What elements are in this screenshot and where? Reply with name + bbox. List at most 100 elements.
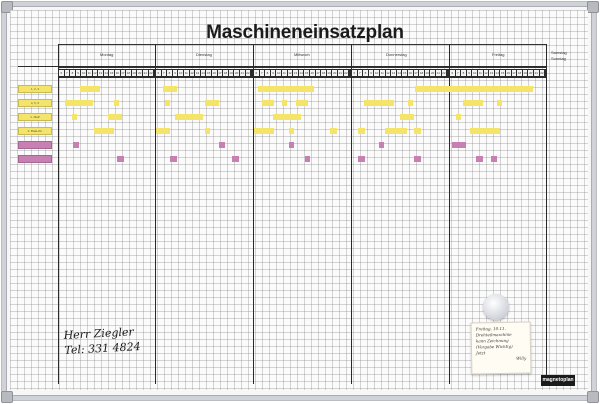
handwritten-contact: Herr Ziegler Tel: 331 4824 — [63, 324, 141, 358]
magnet-strip-yellow[interactable] — [385, 128, 407, 134]
magnet-strip-yellow[interactable] — [470, 128, 500, 134]
magnet-strip-yellow[interactable] — [175, 114, 203, 120]
hour-cell: 6 — [352, 70, 357, 76]
magnet-strip-yellow[interactable] — [163, 86, 177, 92]
day-header-band — [58, 44, 546, 68]
hour-cell: 22 — [343, 70, 349, 76]
magnet-strip-pink[interactable] — [305, 156, 310, 162]
board-title: Maschineneinsatzplan — [206, 22, 404, 43]
magnet-strip-yellow[interactable] — [258, 86, 314, 92]
left-rule — [58, 44, 59, 384]
hour-cell: 10 — [374, 70, 379, 76]
machine-label[interactable]: 4, 5, 6 — [18, 99, 52, 107]
machine-label[interactable]: 1, 2, 3 — [18, 85, 52, 93]
hour-cell: 15 — [206, 70, 211, 76]
magnet-strip-pink[interactable] — [358, 156, 365, 162]
magnet-strip-yellow[interactable] — [114, 100, 119, 106]
magnet-strip-yellow[interactable] — [358, 128, 365, 134]
machine-label[interactable]: 2. Brak-Z4. — [18, 127, 52, 135]
hour-cell: 21 — [338, 70, 343, 76]
magnet-strip-yellow[interactable] — [463, 100, 483, 106]
magnet-strip-pink[interactable] — [289, 142, 294, 148]
hour-cell: 11 — [380, 70, 385, 76]
day-label-wednesday: Mittwoch — [294, 52, 310, 57]
magnet-strip-yellow[interactable] — [205, 100, 219, 106]
hour-cell: 12 — [189, 70, 195, 76]
magnet-strip-yellow[interactable] — [156, 128, 170, 134]
hour-cell: 14 — [494, 70, 500, 76]
magnet-strip-yellow[interactable] — [65, 100, 93, 106]
hour-cell: 12 — [483, 70, 489, 76]
hour-cell: 18 — [223, 70, 228, 76]
day-divider — [253, 44, 254, 384]
magnet-strip-yellow[interactable] — [400, 114, 414, 120]
magnet-strip-yellow[interactable] — [296, 100, 308, 106]
hour-cell: 9 — [75, 70, 81, 76]
magnet-strip-yellow[interactable] — [165, 100, 170, 106]
magnet-strip-yellow[interactable] — [456, 114, 461, 120]
day-divider — [351, 44, 352, 384]
pinned-note-card[interactable]: Freitag, 10.11. Drehteilmaschine kann Ze… — [470, 321, 532, 375]
day-divider — [449, 44, 450, 384]
magnet-strip-yellow[interactable] — [254, 128, 274, 134]
hour-cell: 10 — [472, 70, 477, 76]
hour-cell: 13 — [195, 70, 200, 76]
hour-cell: 20 — [332, 70, 337, 76]
hour-cell: 12 — [92, 70, 98, 76]
hour-cell: 17 — [217, 70, 223, 76]
magnet-strip-pink[interactable] — [476, 156, 483, 162]
hour-cell: 7 — [64, 70, 70, 76]
magnet-strip-yellow[interactable] — [364, 100, 394, 106]
magnet-strip-pink[interactable] — [379, 142, 384, 148]
magnet-strip-yellow[interactable] — [497, 100, 502, 106]
hour-cell: 22 — [539, 70, 545, 76]
hour-cell: 16 — [115, 70, 120, 76]
hour-cell: 17 — [413, 70, 419, 76]
hour-cell: 12 — [287, 70, 293, 76]
hour-cell: 16 — [212, 70, 217, 76]
hour-cell: 7 — [161, 70, 167, 76]
magnet-strip-yellow[interactable] — [414, 128, 421, 134]
hour-cell: 15 — [304, 70, 309, 76]
hour-cell: 13 — [391, 70, 396, 76]
machine-label[interactable] — [18, 141, 52, 149]
magnet-strip-yellow[interactable] — [289, 128, 294, 134]
magnet-strip-pink[interactable] — [170, 156, 177, 162]
hour-cell: 21 — [436, 70, 441, 76]
magnet-strip-yellow[interactable] — [330, 128, 337, 134]
machine-label[interactable] — [18, 155, 52, 163]
frame-corner-bottom-left — [1, 391, 13, 403]
hour-cell: 11 — [478, 70, 483, 76]
magnet-strip-yellow[interactable] — [80, 86, 100, 92]
machine-label[interactable]: 1. MaP — [18, 113, 52, 121]
hour-cell: 12 — [385, 70, 391, 76]
brand-logo: magnetoplan — [541, 375, 575, 386]
magnet-strip-pink[interactable] — [414, 156, 421, 162]
hour-cell: 22 — [441, 70, 447, 76]
hour-cell: 11 — [184, 70, 189, 76]
magnet-strip-pink[interactable] — [491, 156, 497, 162]
magnet-strip-yellow[interactable] — [262, 100, 274, 106]
round-magnet[interactable] — [483, 294, 509, 320]
magnet-strip-pink[interactable] — [452, 142, 466, 148]
magnet-strip-yellow[interactable] — [282, 100, 287, 106]
magnet-strip-pink[interactable] — [219, 142, 225, 148]
magnet-strip-pink[interactable] — [117, 156, 124, 162]
hour-cell: 13 — [293, 70, 298, 76]
magnet-strip-yellow[interactable] — [72, 114, 77, 120]
magnet-strip-yellow[interactable] — [415, 86, 533, 92]
magnet-strip-pink[interactable] — [232, 156, 239, 162]
magnet-strip-yellow[interactable] — [205, 128, 210, 134]
hour-cell: 16 — [408, 70, 413, 76]
hour-cell: 8 — [265, 70, 270, 76]
magnet-strip-yellow[interactable] — [108, 114, 122, 120]
magnet-strip-yellow[interactable] — [94, 128, 114, 134]
magnet-strip-yellow[interactable] — [408, 100, 413, 106]
hour-cell: 6 — [156, 70, 161, 76]
hour-cell: 16 — [506, 70, 511, 76]
magnet-strip-yellow[interactable] — [273, 114, 301, 120]
day-label-friday: Freitag — [492, 52, 505, 57]
row-rule — [18, 66, 546, 67]
hour-cell: 15 — [109, 70, 114, 76]
magnet-strip-pink[interactable] — [73, 142, 79, 148]
